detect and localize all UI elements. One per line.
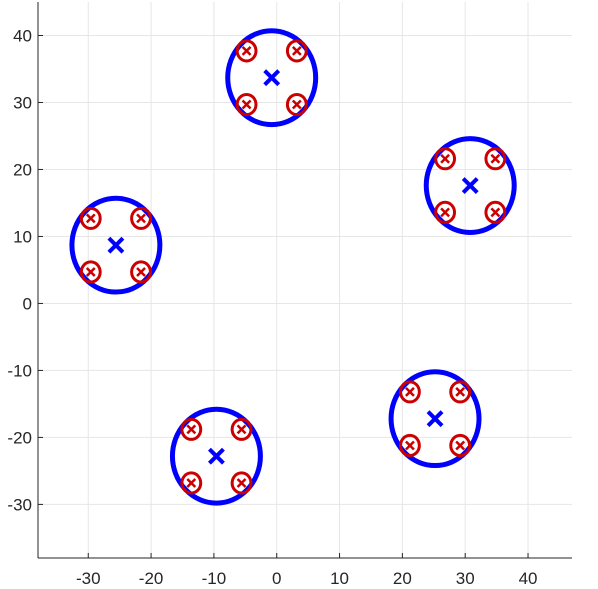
cluster-center-ring — [169, 406, 263, 506]
sub-point-x-marker — [186, 478, 197, 488]
x-stroke — [405, 440, 415, 451]
sub-point-ring — [235, 39, 258, 63]
sub-point-ring — [230, 471, 253, 495]
cluster-center-ring — [388, 369, 482, 469]
sub-point-x-marker — [440, 153, 450, 164]
y-tick-label: 40 — [13, 26, 32, 45]
x-tick-label: 0 — [272, 569, 281, 588]
sub-point-ring — [484, 200, 507, 224]
x-stroke — [426, 410, 444, 428]
y-tick-label: 30 — [13, 93, 32, 112]
sub-point-x-marker — [236, 478, 247, 488]
sub-point-ring — [398, 380, 421, 404]
y-tick-label: -30 — [7, 495, 32, 514]
y-tick-label: 0 — [23, 294, 32, 313]
sub-point-x-marker — [85, 267, 96, 277]
sub-point-ring — [285, 92, 308, 117]
grid — [38, 2, 572, 558]
sub-point-ring — [398, 433, 421, 458]
x-stroke — [208, 447, 225, 465]
y-tick-label: 20 — [13, 160, 32, 179]
sub-point-x-marker — [136, 213, 146, 224]
tick-labels: -30 -20 -10 0 10 20 30 40 -30 -20 -10 0 10 20 30 40 — [7, 26, 537, 588]
y-tick-label: -20 — [7, 428, 32, 447]
cluster-center-x-marker — [263, 69, 281, 87]
x-stroke — [440, 153, 450, 164]
sub-point-x-marker — [136, 267, 146, 277]
sub-point-ring — [180, 417, 203, 441]
x-stroke — [291, 99, 302, 110]
sub-point-x-marker — [236, 424, 247, 435]
sub-point-ring — [130, 206, 152, 230]
sub-point-x-marker — [85, 213, 96, 224]
x-tick-label: -20 — [139, 569, 164, 588]
x-stroke — [136, 267, 146, 277]
sub-point-ring — [79, 206, 102, 230]
x-stroke — [405, 386, 415, 397]
cluster-center-ring — [423, 136, 517, 235]
sub-point-x-marker — [405, 386, 415, 397]
cluster-center-ring — [69, 195, 163, 295]
data-marks — [69, 28, 517, 506]
x-stroke — [291, 46, 302, 56]
x-tick-label: -10 — [202, 569, 227, 588]
sub-point-ring — [180, 471, 203, 495]
x-tick-label: 30 — [456, 569, 475, 588]
x-stroke — [440, 207, 450, 218]
x-tick-label: 40 — [519, 569, 538, 588]
x-stroke — [241, 99, 252, 110]
x-stroke — [490, 153, 501, 164]
sub-point-x-marker — [405, 440, 415, 451]
y-tick-label: 10 — [13, 227, 32, 246]
sub-point-ring — [449, 380, 472, 404]
sub-point-x-marker — [455, 440, 466, 451]
sub-point-ring — [449, 433, 472, 458]
x-stroke — [186, 478, 197, 488]
cluster-center-x-marker — [208, 447, 225, 465]
sub-point-x-marker — [291, 99, 302, 110]
x-stroke — [236, 424, 247, 435]
sub-point-ring — [230, 417, 253, 441]
sub-point-ring — [285, 39, 308, 63]
x-tick-label: 20 — [393, 569, 412, 588]
sub-point-x-marker — [440, 207, 450, 218]
x-stroke — [107, 236, 125, 254]
x-stroke — [236, 478, 247, 488]
cluster-center-x-marker — [461, 177, 479, 194]
sub-point-ring — [484, 147, 507, 171]
cluster-center-ring — [225, 28, 319, 128]
sub-point-x-marker — [455, 386, 466, 397]
sub-point-ring — [79, 260, 102, 284]
x-stroke — [85, 213, 96, 224]
sub-point-x-marker — [490, 207, 501, 218]
sub-point-x-marker — [291, 46, 302, 56]
sub-point-ring — [434, 200, 457, 224]
x-stroke — [455, 386, 466, 397]
x-stroke — [136, 213, 146, 224]
sub-point-x-marker — [241, 46, 252, 56]
sub-point-x-marker — [241, 99, 252, 110]
sub-point-ring — [434, 147, 457, 171]
sub-point-x-marker — [186, 424, 197, 435]
x-stroke — [455, 440, 466, 451]
x-stroke — [263, 69, 281, 87]
x-stroke — [241, 46, 252, 56]
sub-point-x-marker — [490, 153, 501, 164]
sub-point-ring — [130, 260, 152, 284]
axes — [37, 2, 572, 559]
sub-point-ring — [235, 92, 258, 117]
y-tick-label: -10 — [7, 361, 32, 380]
x-stroke — [186, 424, 197, 435]
x-tick-label: 10 — [330, 569, 349, 588]
x-stroke — [490, 207, 501, 218]
x-stroke — [461, 177, 479, 194]
cluster-center-x-marker — [107, 236, 125, 254]
cluster-center-x-marker — [426, 410, 444, 428]
x-tick-label: -30 — [76, 569, 101, 588]
x-stroke — [85, 267, 96, 277]
